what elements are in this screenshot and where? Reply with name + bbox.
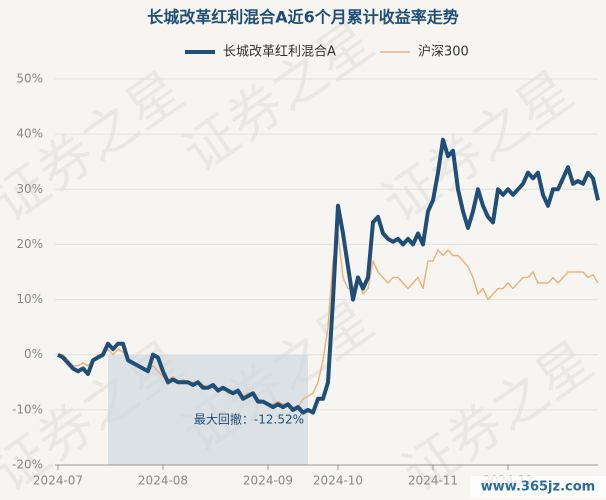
- y-tick-label: 40%: [16, 127, 43, 141]
- x-tick-label: 2024-10: [313, 474, 363, 488]
- legend-label: 沪深300: [418, 44, 469, 60]
- site-mark: www.365jz.com: [481, 480, 595, 495]
- chart-title: 长城改革红利混合A近6个月累计收益率走势: [147, 8, 459, 27]
- series-line: [57, 137, 600, 415]
- watermark: 证券之星: [171, 9, 384, 184]
- y-tick-label: 0%: [24, 347, 43, 361]
- y-tick-label: -20%: [12, 458, 43, 472]
- y-tick-label: 50%: [16, 72, 43, 86]
- y-tick-label: 20%: [16, 237, 43, 251]
- y-tick-label: -10%: [12, 402, 43, 416]
- site-bg: [470, 476, 606, 498]
- x-tick-label: 2024-09: [243, 474, 293, 488]
- legend-label: 长城改革红利混合A: [223, 44, 336, 60]
- y-tick-label: 10%: [16, 292, 43, 306]
- x-tick-label: 2024-08: [138, 474, 188, 488]
- drawdown-label: 最大回撤：-12.52%: [194, 412, 304, 427]
- y-tick-label: 30%: [16, 182, 43, 196]
- x-tick-label: 2024-07: [33, 474, 83, 488]
- watermark: 证券之星: [371, 59, 584, 234]
- x-tick-label: 2024-11: [408, 474, 458, 488]
